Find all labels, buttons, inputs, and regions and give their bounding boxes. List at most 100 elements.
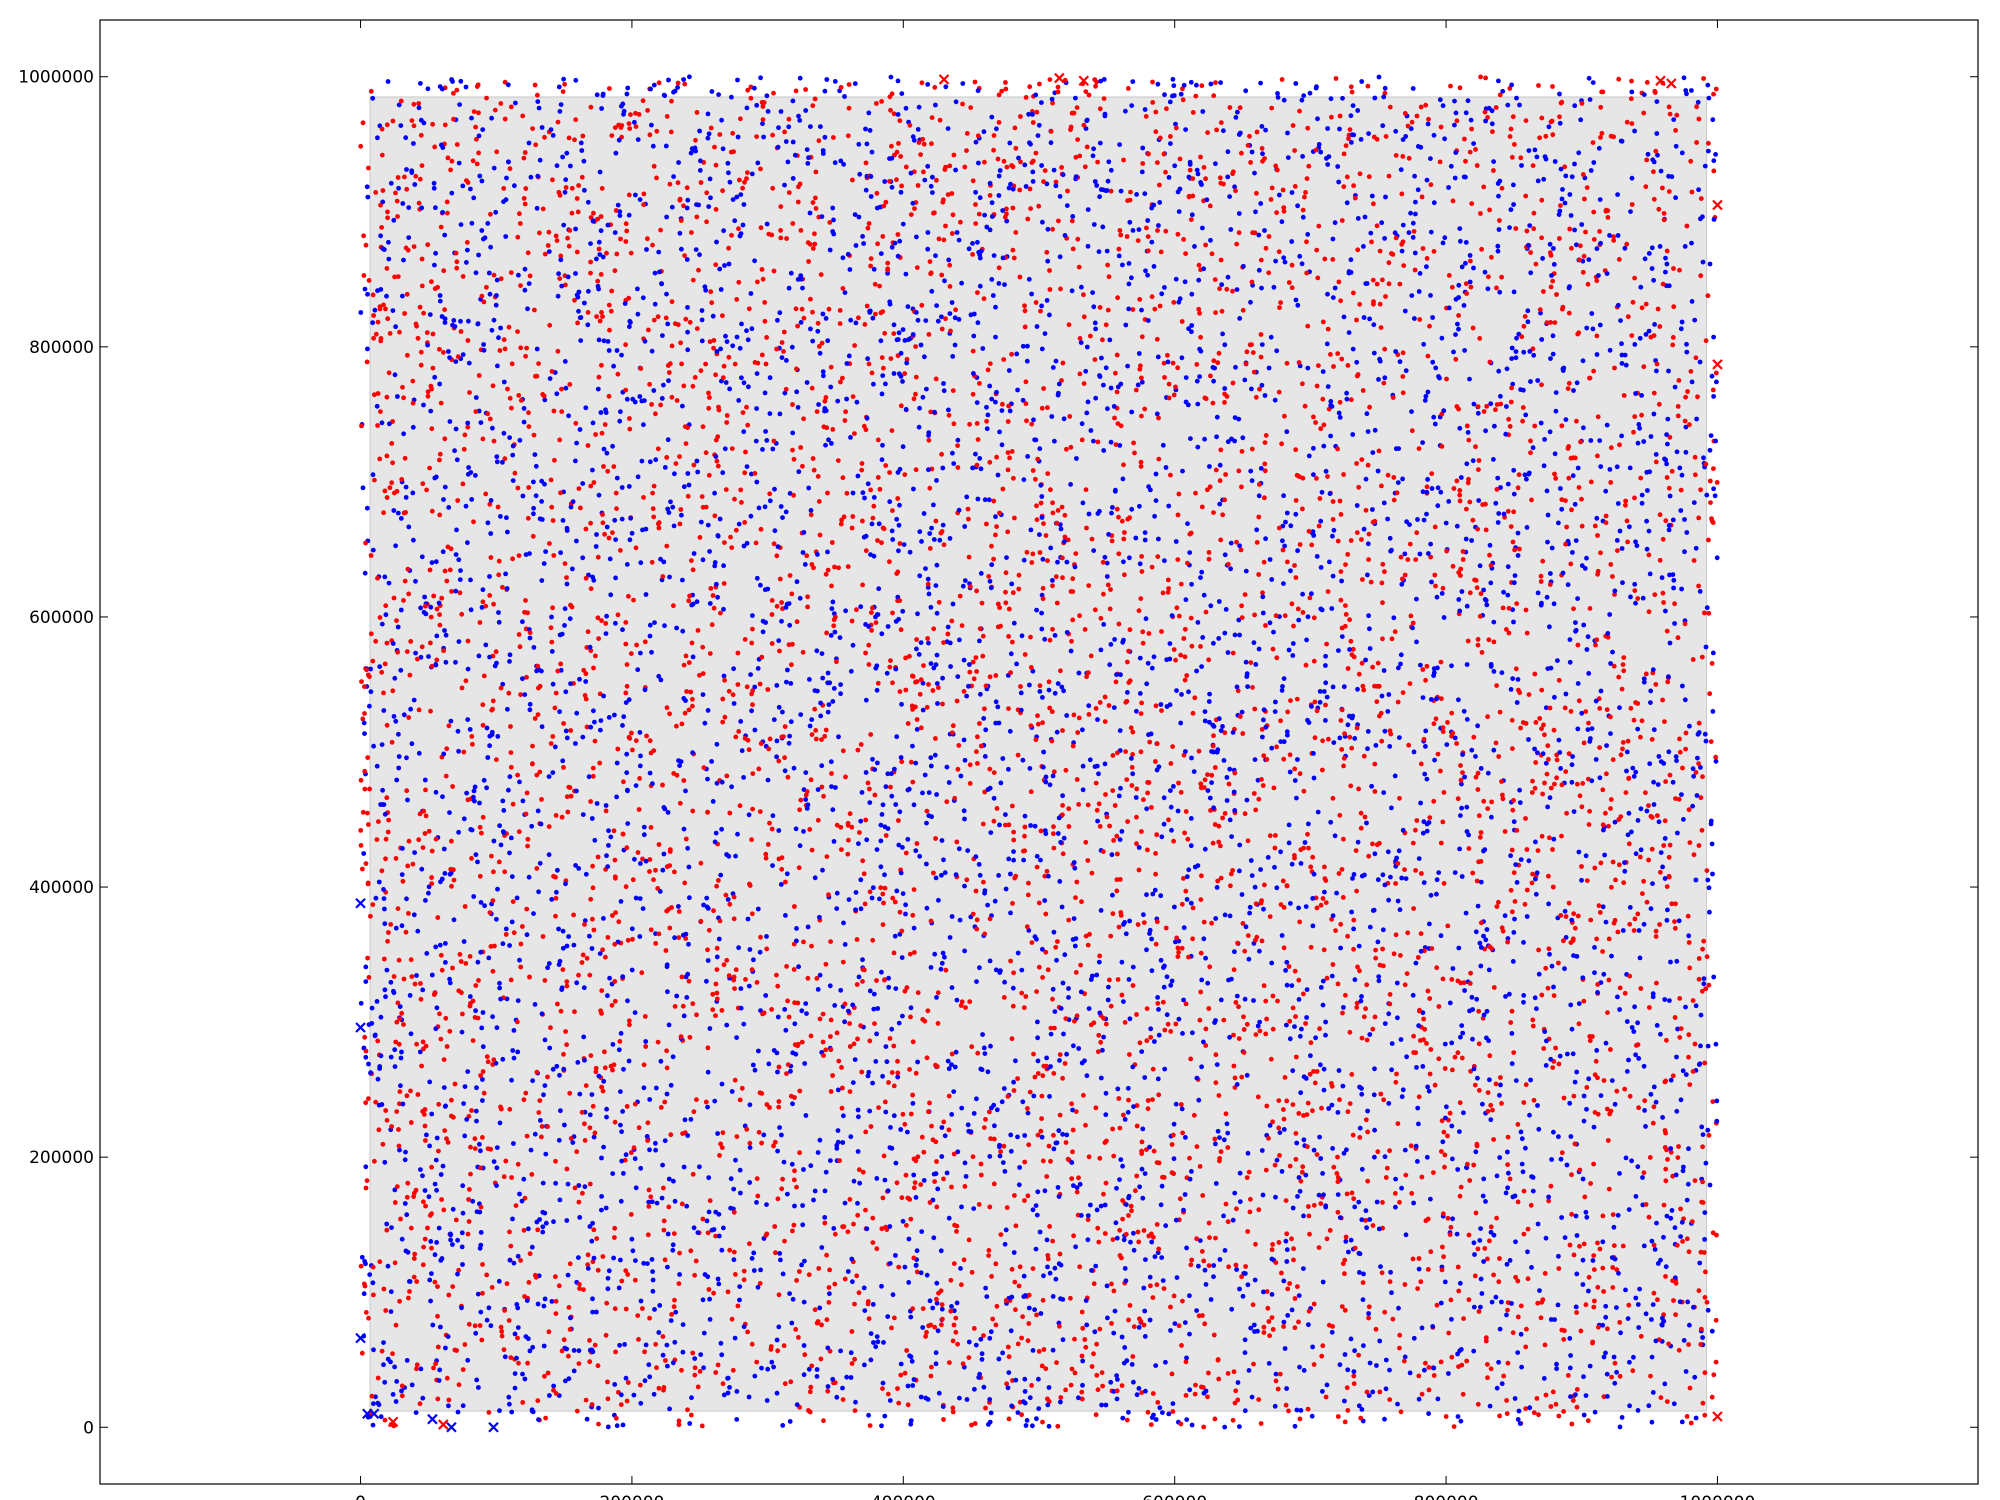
scatter-point bbox=[997, 168, 1003, 173]
scatter-point bbox=[1339, 747, 1345, 752]
scatter-point bbox=[775, 317, 780, 323]
scatter-point bbox=[1397, 359, 1403, 365]
scatter-point bbox=[1045, 1396, 1050, 1402]
scatter-point bbox=[1476, 813, 1482, 819]
scatter-point bbox=[1314, 476, 1319, 481]
scatter-point bbox=[1143, 268, 1148, 274]
scatter-point bbox=[919, 539, 924, 544]
scatter-point bbox=[778, 235, 784, 241]
scatter-point bbox=[1582, 1194, 1588, 1200]
scatter-point bbox=[527, 635, 533, 641]
scatter-point bbox=[1025, 1338, 1031, 1344]
scatter-point bbox=[563, 881, 568, 887]
scatter-point bbox=[1382, 569, 1387, 575]
scatter-point bbox=[1150, 1097, 1155, 1102]
scatter-point bbox=[1444, 376, 1449, 382]
scatter-point bbox=[1575, 465, 1581, 471]
scatter-point bbox=[427, 1079, 433, 1085]
scatter-point bbox=[1198, 644, 1203, 649]
scatter-point bbox=[590, 773, 596, 779]
scatter-point bbox=[486, 1305, 492, 1311]
scatter-point bbox=[1639, 492, 1645, 498]
scatter-point bbox=[1269, 1247, 1275, 1253]
scatter-point bbox=[1552, 451, 1558, 457]
scatter-point bbox=[943, 316, 948, 322]
scatter-point bbox=[1176, 780, 1181, 786]
scatter-point bbox=[900, 327, 906, 332]
scatter-point bbox=[420, 1395, 426, 1401]
scatter-point bbox=[1142, 1334, 1148, 1339]
scatter-point bbox=[1454, 478, 1460, 484]
scatter-point bbox=[541, 561, 547, 566]
scatter-point bbox=[890, 537, 896, 542]
scatter-point bbox=[585, 322, 591, 328]
scatter-point bbox=[542, 134, 547, 140]
scatter-point bbox=[968, 105, 974, 110]
scatter-point bbox=[543, 1415, 548, 1421]
scatter-point bbox=[691, 1225, 697, 1231]
scatter-point bbox=[1497, 1326, 1503, 1332]
scatter-point bbox=[1173, 276, 1179, 282]
scatter-point bbox=[1545, 743, 1551, 749]
scatter-point bbox=[418, 981, 423, 986]
scatter-point bbox=[434, 1135, 440, 1141]
scatter-point bbox=[460, 1011, 465, 1017]
scatter-point bbox=[853, 890, 859, 895]
scatter-point bbox=[951, 421, 957, 427]
scatter-point bbox=[1677, 1035, 1683, 1040]
scatter-point bbox=[856, 214, 862, 220]
scatter-point bbox=[1373, 947, 1378, 953]
scatter-point bbox=[647, 633, 653, 639]
scatter-point bbox=[619, 1278, 625, 1284]
scatter-point bbox=[1319, 1105, 1324, 1111]
scatter-point bbox=[1691, 773, 1696, 779]
scatter-point bbox=[867, 889, 873, 895]
scatter-point bbox=[1279, 77, 1285, 82]
scatter-point bbox=[1065, 1156, 1071, 1162]
scatter-point bbox=[1630, 1368, 1636, 1374]
scatter-point bbox=[1565, 1373, 1571, 1378]
scatter-point bbox=[999, 442, 1005, 448]
scatter-point bbox=[1084, 1322, 1090, 1328]
scatter-point bbox=[1003, 86, 1009, 92]
scatter-point bbox=[1367, 924, 1373, 930]
scatter-point bbox=[1571, 388, 1576, 393]
scatter-point bbox=[1034, 1212, 1040, 1218]
scatter-point bbox=[1491, 1272, 1496, 1278]
scatter-point bbox=[1068, 1295, 1073, 1301]
scatter-point bbox=[1006, 606, 1012, 612]
scatter-point bbox=[1645, 151, 1651, 157]
scatter-point bbox=[1650, 1390, 1656, 1395]
scatter-point bbox=[1074, 879, 1080, 885]
scatter-point bbox=[1463, 260, 1468, 266]
scatter-point bbox=[981, 1125, 987, 1130]
scatter-point bbox=[826, 892, 831, 898]
scatter-point bbox=[1124, 777, 1130, 782]
scatter-point bbox=[392, 1260, 398, 1266]
scatter-point bbox=[735, 134, 741, 140]
scatter-point bbox=[1671, 304, 1677, 310]
scatter-point bbox=[1160, 442, 1166, 448]
scatter-point bbox=[975, 239, 980, 245]
scatter-point bbox=[599, 1194, 604, 1199]
scatter-point bbox=[845, 133, 851, 139]
scatter-point bbox=[1305, 614, 1311, 620]
scatter-point bbox=[812, 1307, 818, 1313]
scatter-point bbox=[1149, 294, 1155, 300]
scatter-point bbox=[683, 788, 688, 794]
scatter-point bbox=[1000, 486, 1006, 492]
scatter-point bbox=[1380, 561, 1386, 567]
scatter-point bbox=[1150, 1391, 1156, 1396]
scatter-point bbox=[929, 141, 934, 147]
scatter-point bbox=[772, 1224, 778, 1229]
scatter-point bbox=[853, 320, 859, 326]
scatter-point bbox=[808, 1163, 814, 1169]
scatter-point bbox=[1168, 141, 1173, 147]
scatter-point bbox=[501, 430, 507, 436]
scatter-point bbox=[810, 456, 816, 461]
scatter-point bbox=[487, 654, 492, 660]
scatter-point bbox=[1097, 1155, 1103, 1161]
scatter-point bbox=[1179, 319, 1185, 324]
scatter-point bbox=[576, 308, 581, 314]
scatter-point bbox=[840, 1085, 845, 1091]
